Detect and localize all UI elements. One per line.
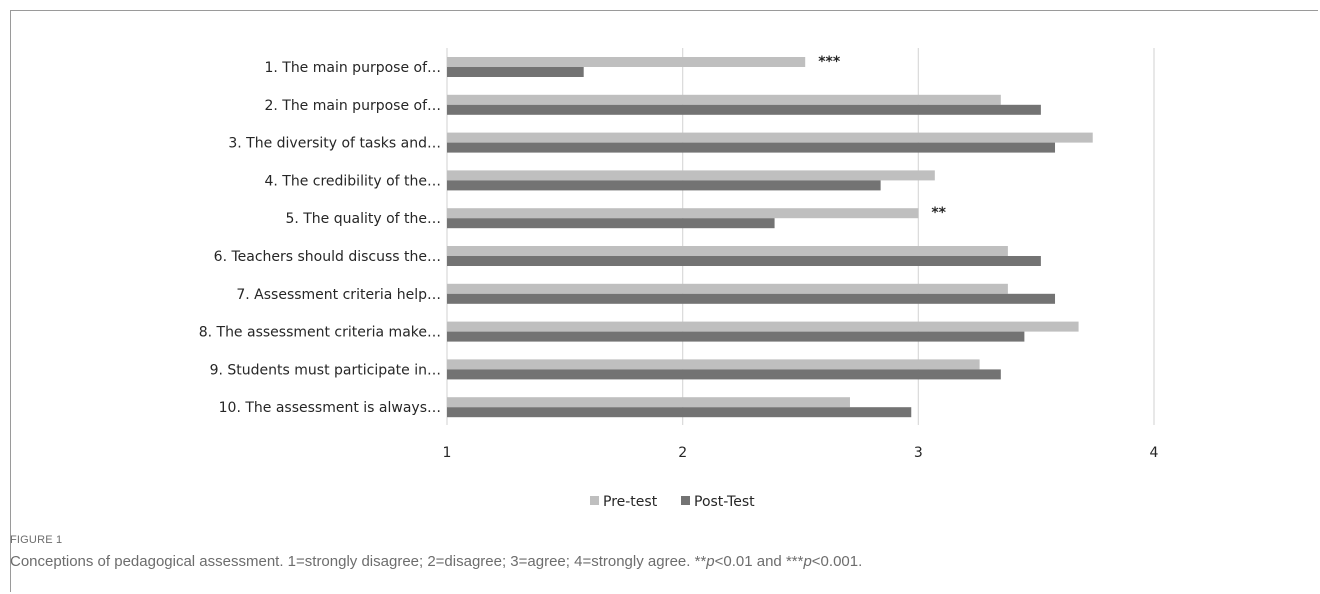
category-label: 6. Teachers should discuss the… <box>214 249 441 265</box>
post-test-bar <box>447 104 1041 115</box>
pre-test-bar <box>447 170 935 181</box>
category-label: 7. Assessment criteria help… <box>236 287 441 303</box>
post-test-bar <box>447 180 881 191</box>
post-test-bar <box>447 218 775 229</box>
x-tick-label: 2 <box>678 445 687 461</box>
post-test-bar <box>447 331 1025 342</box>
post-test-bar <box>447 407 912 418</box>
caption-part: p <box>706 553 715 570</box>
caption-part: <0.01 and *** <box>714 553 804 570</box>
pre-test-bar <box>447 397 850 408</box>
post-test-bar <box>447 369 1001 380</box>
figure-frame <box>10 10 1318 592</box>
bar-chart: 1. The main purpose of… 2. The main purpo… <box>199 48 1159 510</box>
post-test-bar <box>447 67 584 77</box>
figure-caption: Conceptions of pedagogical assessment. 1… <box>10 553 862 570</box>
legend: Pre-test Post-Test <box>590 494 755 510</box>
category-label: 10. The assessment is always… <box>219 400 441 416</box>
pre-test-bar <box>447 321 1079 332</box>
pre-test-bar <box>447 359 980 370</box>
caption-part: <0.001. <box>811 553 863 570</box>
category-label: 2. The main purpose of… <box>264 98 441 114</box>
x-tick-label: 3 <box>914 445 923 461</box>
caption-part: Conceptions of pedagogical assessment. 1… <box>10 553 707 570</box>
category-label: 5. The quality of the… <box>285 211 441 227</box>
post-test-bar <box>447 142 1056 153</box>
category-label: 4. The credibility of the… <box>264 173 441 189</box>
category-label: 9. Students must participate in… <box>210 362 441 378</box>
category-label: 3. The diversity of tasks and… <box>228 136 441 152</box>
x-tick-label: 1 <box>443 445 452 461</box>
category-labels: 1. The main purpose of… 2. The main purpo… <box>199 60 441 416</box>
post-test-bar <box>447 293 1056 304</box>
caption-part: p <box>803 553 812 570</box>
pre-test-bar <box>447 132 1093 143</box>
pre-test-bar <box>447 94 1001 105</box>
pre-test-bar <box>447 208 919 219</box>
pre-test-bar <box>447 283 1008 294</box>
significance-marker: *** <box>818 54 841 70</box>
category-label: 1. The main purpose of… <box>264 60 441 76</box>
x-tick-labels: 1 2 3 4 <box>443 445 1159 461</box>
post-test-bar <box>447 256 1041 266</box>
pre-test-bar <box>447 246 1008 256</box>
post-test-legend-swatch <box>681 496 690 505</box>
significance-markers: ***** <box>818 54 946 221</box>
pre-test-bar <box>447 57 806 67</box>
pre-test-legend-label: Pre-test <box>603 494 658 510</box>
x-tick-label: 4 <box>1150 445 1159 461</box>
significance-marker: ** <box>931 205 946 221</box>
post-test-legend-label: Post-Test <box>694 494 755 510</box>
bars <box>447 57 1093 418</box>
pre-test-legend-swatch <box>590 496 599 505</box>
figure-label: FIGURE 1 <box>10 534 63 546</box>
category-label: 8. The assessment criteria make… <box>199 325 441 341</box>
